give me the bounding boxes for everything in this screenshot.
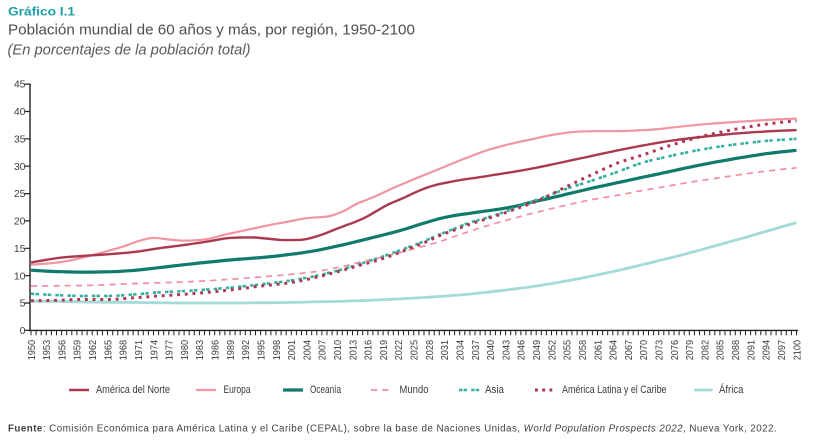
svg-text:Fuente: Comisión Económica par: Fuente: Comisión Económica para América … [8,424,777,435]
svg-text:1956: 1956 [56,340,68,361]
svg-text:2043: 2043 [500,340,512,361]
svg-text:2037: 2037 [470,340,482,361]
svg-text:2052: 2052 [546,340,558,361]
svg-text:Gráfico I.1: Gráfico I.1 [8,4,75,18]
svg-text:1959: 1959 [72,340,84,361]
svg-text:2064: 2064 [608,340,620,361]
svg-text:Asia: Asia [485,384,505,396]
svg-text:África: África [719,383,744,396]
svg-text:1962: 1962 [87,340,99,361]
svg-text:Oceanía: Oceanía [310,384,341,396]
svg-text:2058: 2058 [577,340,589,361]
svg-text:2025: 2025 [409,340,421,361]
svg-text:2004: 2004 [301,340,313,361]
svg-text:2049: 2049 [531,340,543,361]
svg-text:América del Norte: América del Norte [96,384,170,396]
svg-text:35: 35 [14,133,26,145]
svg-text:45: 45 [14,79,26,91]
svg-text:2067: 2067 [623,340,635,361]
svg-text:2031: 2031 [439,340,451,361]
svg-text:2094: 2094 [761,340,773,361]
svg-text:1971: 1971 [133,340,145,361]
svg-text:1968: 1968 [118,340,130,361]
svg-text:10: 10 [14,270,26,282]
svg-text:2010: 2010 [332,340,344,361]
svg-text:2091: 2091 [745,340,757,361]
svg-text:2085: 2085 [715,340,727,361]
svg-text:2019: 2019 [378,340,390,361]
svg-text:2055: 2055 [562,340,574,361]
svg-text:2022: 2022 [393,340,405,361]
svg-text:2079: 2079 [684,340,696,361]
svg-text:1992: 1992 [240,340,252,361]
svg-text:1974: 1974 [148,340,160,361]
svg-text:2028: 2028 [424,340,436,361]
svg-text:(En porcentajes de la població: (En porcentajes de la población total) [8,43,251,59]
svg-text:1977: 1977 [164,340,176,361]
svg-text:2034: 2034 [455,340,467,361]
svg-text:2007: 2007 [317,340,329,361]
svg-text:2073: 2073 [654,340,666,361]
svg-text:1986: 1986 [210,340,222,361]
svg-text:Mundo: Mundo [400,384,429,396]
svg-text:2097: 2097 [776,340,788,361]
svg-text:2076: 2076 [669,340,681,361]
svg-text:1998: 1998 [271,340,283,361]
svg-text:2070: 2070 [638,340,650,361]
svg-text:2046: 2046 [516,340,528,361]
svg-text:2016: 2016 [363,340,375,361]
svg-text:2082: 2082 [699,340,711,361]
svg-text:2001: 2001 [286,340,298,361]
svg-text:1983: 1983 [194,340,206,361]
svg-text:Población mundial de 60 años y: Población mundial de 60 años y más, por … [8,22,415,39]
svg-text:2088: 2088 [730,340,742,361]
svg-text:40: 40 [14,106,26,118]
svg-text:1950: 1950 [26,340,38,361]
svg-text:0: 0 [20,325,26,337]
svg-text:20: 20 [14,216,26,228]
svg-text:1980: 1980 [179,340,191,361]
svg-text:30: 30 [14,161,26,173]
svg-text:2061: 2061 [592,340,604,361]
svg-text:15: 15 [14,243,26,255]
svg-text:América Latina y el Caribe: América Latina y el Caribe [562,384,667,396]
svg-text:1995: 1995 [255,340,267,361]
svg-text:2100: 2100 [791,340,803,361]
svg-text:1953: 1953 [41,340,53,361]
svg-text:1989: 1989 [225,340,237,361]
svg-text:2013: 2013 [347,340,359,361]
svg-text:Europa: Europa [224,384,251,396]
svg-text:2040: 2040 [485,340,497,361]
svg-text:25: 25 [14,188,26,200]
svg-text:1965: 1965 [102,340,114,361]
svg-text:5: 5 [20,298,26,310]
